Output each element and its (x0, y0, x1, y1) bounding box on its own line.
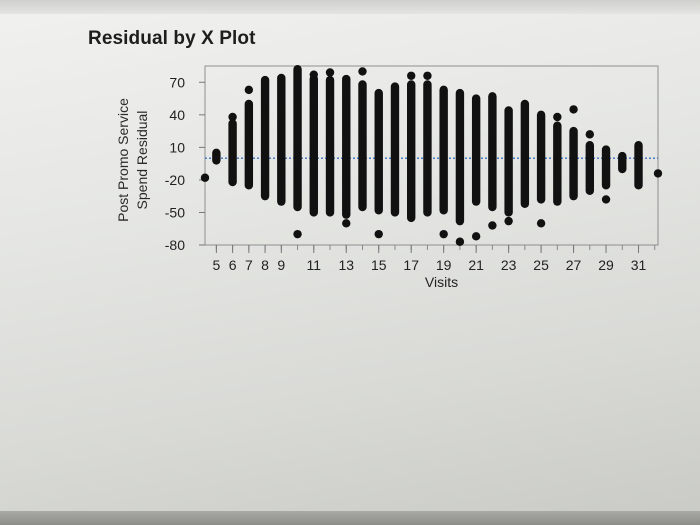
background-top-edge (0, 0, 700, 14)
data-point-column (553, 121, 562, 206)
data-point-column (439, 85, 448, 215)
data-point-column (309, 74, 318, 217)
data-point (653, 169, 663, 178)
x-axis-label: Visits (425, 274, 458, 290)
x-tick-label: 7 (245, 257, 253, 273)
data-point-column (585, 140, 595, 195)
outlier-point (293, 229, 302, 239)
data-point-column (260, 75, 270, 201)
x-tick-label: 9 (277, 257, 285, 273)
data-point-column (277, 73, 286, 206)
data-point-column (244, 99, 254, 190)
y-tick-label: 70 (169, 74, 185, 90)
x-tick-label: 5 (212, 257, 220, 273)
data-point-column (471, 94, 481, 206)
outlier-point (423, 71, 432, 80)
data-point-column (212, 148, 221, 165)
data-point-column (634, 140, 643, 190)
x-tick-label: 25 (533, 257, 549, 273)
chart-title: Residual by X Plot (88, 28, 256, 49)
data-point-column (423, 80, 432, 217)
x-tick-label: 6 (229, 257, 237, 273)
outlier-point (358, 67, 367, 76)
outlier-point (228, 112, 237, 122)
data-point-column (228, 119, 237, 187)
y-tick-label: 10 (169, 139, 185, 155)
data-point (200, 173, 210, 182)
outlier-point (309, 70, 318, 79)
data-point-column (342, 74, 351, 219)
data-point-column (455, 88, 465, 226)
x-tick-label: 15 (371, 257, 387, 273)
x-tick-label: 21 (468, 257, 484, 273)
x-tick-label: 29 (598, 257, 614, 273)
outlier-point (342, 219, 351, 228)
x-tick-label: 8 (261, 257, 269, 273)
outlier-point (536, 219, 546, 228)
y-tick-label: -80 (165, 237, 185, 253)
outlier-point (244, 85, 254, 95)
x-tick-label: 23 (501, 257, 517, 273)
data-point-column (407, 80, 416, 223)
outlier-point (601, 195, 611, 204)
outlier-point (455, 237, 465, 246)
outlier-point (504, 216, 513, 226)
x-tick-label: 17 (403, 257, 419, 273)
data-point-column (618, 151, 627, 174)
outlier-point (325, 68, 335, 77)
plot-frame (204, 65, 659, 246)
background-bottom-edge (0, 511, 700, 525)
data-point-column (390, 82, 400, 217)
outlier-point (569, 105, 578, 114)
x-tick-label: 31 (631, 257, 647, 273)
data-point-column (504, 106, 513, 217)
data-point-column (488, 92, 497, 212)
outlier-point (407, 71, 416, 80)
data-point-column (358, 80, 367, 212)
outlier-point (374, 229, 383, 239)
outlier-point (488, 221, 497, 230)
outlier-point (553, 112, 562, 122)
x-tick-label: 11 (307, 257, 322, 273)
x-tick-label: 13 (338, 257, 354, 273)
x-tick-label: 27 (566, 257, 582, 273)
data-point-column (520, 99, 530, 208)
x-tick-label: 19 (436, 257, 452, 273)
outlier-point (585, 130, 595, 139)
data-point-column (569, 126, 578, 201)
data-point-column (374, 88, 383, 215)
y-tick-label: 40 (169, 107, 185, 123)
data-point-column (601, 145, 611, 190)
y-tick-label: -20 (165, 172, 185, 188)
data-point-column (536, 110, 546, 204)
y-tick-label: -50 (165, 204, 185, 220)
data-point-column (293, 65, 302, 212)
outlier-point (439, 229, 448, 239)
outlier-point (471, 232, 481, 241)
data-point-column (325, 75, 335, 217)
